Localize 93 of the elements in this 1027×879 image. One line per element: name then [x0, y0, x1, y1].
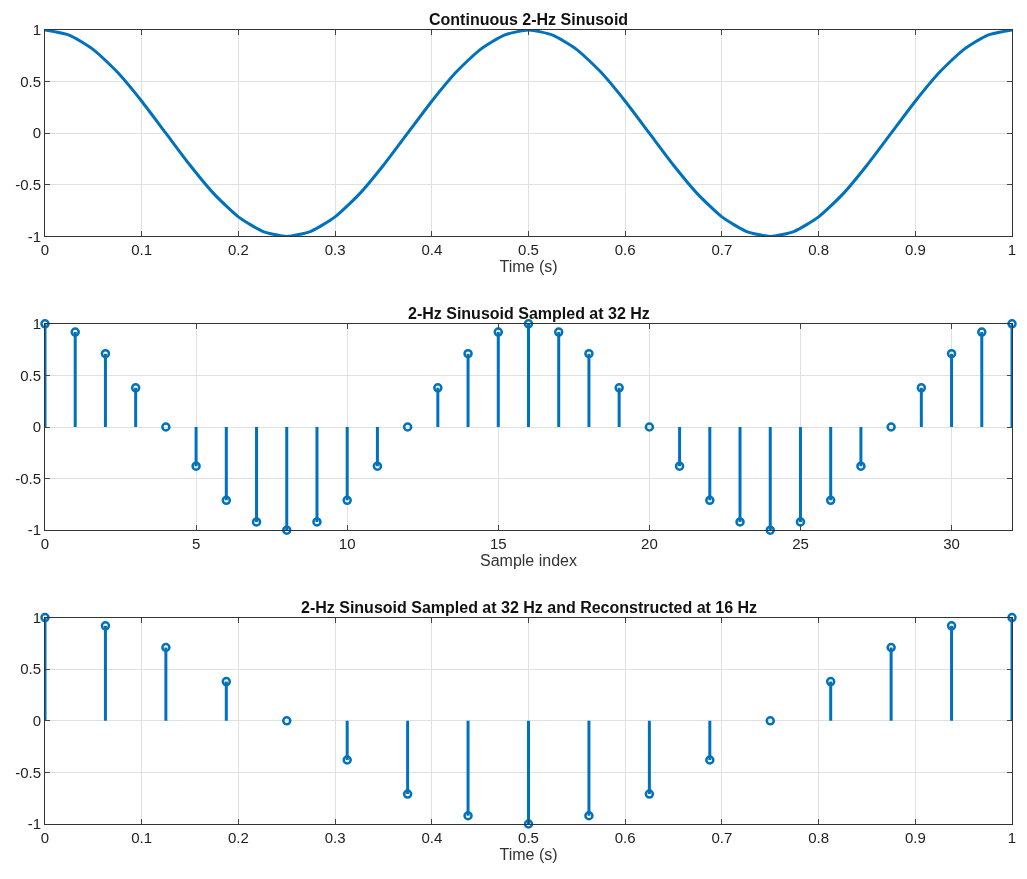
point [644, 422, 655, 432]
y-tick-label: -0.5 [15, 469, 41, 487]
point [795, 517, 806, 527]
point [916, 383, 927, 393]
x-tick-label: 30 [943, 535, 960, 553]
x-tick-label: 0.4 [421, 829, 443, 846]
x-tick-label: 0.8 [808, 829, 830, 846]
point [342, 755, 352, 765]
point [977, 327, 987, 337]
chart-title: Continuous 2-Hz Sinusoid [429, 11, 629, 28]
y-tick-label: 0.5 [20, 660, 41, 678]
point [402, 422, 413, 432]
point [433, 383, 443, 393]
x-axis-title: Sample index [480, 552, 577, 570]
y-tick-label: 0 [32, 124, 41, 142]
x-tick-label: 20 [641, 535, 658, 553]
point [825, 495, 836, 506]
point [342, 495, 352, 506]
x-tick-label: 5 [191, 535, 201, 553]
y-tick-label: 1 [32, 608, 41, 626]
point [946, 348, 957, 359]
x-tick-label: 0.1 [131, 241, 153, 259]
x-tick-label: 0.4 [421, 241, 443, 259]
x-tick-label: 25 [792, 535, 809, 553]
x-tick-label: 0.3 [324, 829, 346, 846]
line-series [45, 30, 1012, 237]
x-axis-title: Time (s) [499, 258, 558, 276]
point [251, 517, 262, 527]
point [70, 327, 80, 337]
point [493, 327, 504, 337]
y-tick-label: -1 [27, 815, 41, 833]
x-tick-label: 0.6 [614, 829, 636, 846]
x-tick-label: 0.2 [227, 241, 249, 259]
x-tick-label: 0.7 [711, 241, 733, 259]
point [856, 461, 866, 471]
x-tick-label: 0.2 [227, 829, 249, 846]
point [1007, 612, 1017, 623]
x-tick-label: 0.9 [904, 241, 926, 259]
point [463, 810, 473, 821]
y-tick-label: -1 [27, 227, 41, 245]
point [765, 525, 775, 535]
point [40, 319, 50, 329]
x-tick-label: 1 [1007, 241, 1017, 259]
y-tick-label: 0.5 [20, 72, 41, 90]
x-tick-label: 15 [489, 535, 507, 553]
point [372, 461, 383, 471]
point [674, 461, 685, 471]
y-tick-label: -1 [27, 521, 41, 539]
point [221, 495, 232, 506]
x-axis-title: Time (s) [499, 846, 558, 863]
point [100, 621, 111, 631]
y-tick-label: 0 [32, 418, 41, 436]
y-tick-label: 1 [32, 21, 41, 39]
y-tick-label: 0 [32, 712, 41, 730]
point [705, 495, 715, 506]
point [402, 789, 413, 799]
point [946, 621, 957, 631]
x-tick-label: 1 [1007, 829, 1017, 846]
point [584, 810, 594, 821]
y-tick-label: 1 [32, 315, 41, 333]
point [644, 789, 655, 799]
point [1007, 319, 1017, 329]
point [221, 676, 232, 687]
x-tick-label: 0.5 [518, 829, 539, 846]
chart-title: 2-Hz Sinusoid Sampled at 32 Hz [408, 305, 650, 322]
x-tick-label: 0.1 [131, 829, 153, 846]
point [584, 348, 594, 359]
x-tick-label: 0.5 [518, 241, 539, 259]
x-tick-label: 0.7 [711, 829, 733, 846]
point [735, 517, 745, 527]
y-tick-label: -0.5 [15, 763, 41, 781]
point [614, 383, 624, 393]
chart-title: 2-Hz Sinusoid Sampled at 32 Hz and Reconstructed at 16 Hz [301, 599, 758, 616]
y-tick-label: -0.5 [15, 176, 41, 194]
x-tick-label: 0.9 [904, 829, 926, 846]
point [523, 819, 534, 829]
x-tick-label: 10 [338, 535, 356, 553]
point [825, 676, 836, 687]
point [161, 642, 171, 653]
x-tick-label: 0.6 [614, 241, 636, 259]
point [40, 612, 50, 623]
point [463, 348, 473, 359]
point [312, 517, 322, 527]
x-tick-label: 0.8 [808, 241, 830, 259]
point [886, 642, 896, 653]
x-tick-label: 0.3 [324, 241, 346, 259]
point [130, 383, 141, 393]
point [191, 461, 201, 471]
point [705, 755, 715, 765]
y-tick-label: 0.5 [20, 366, 41, 384]
point [100, 348, 111, 359]
point [282, 525, 292, 535]
point [553, 327, 564, 337]
